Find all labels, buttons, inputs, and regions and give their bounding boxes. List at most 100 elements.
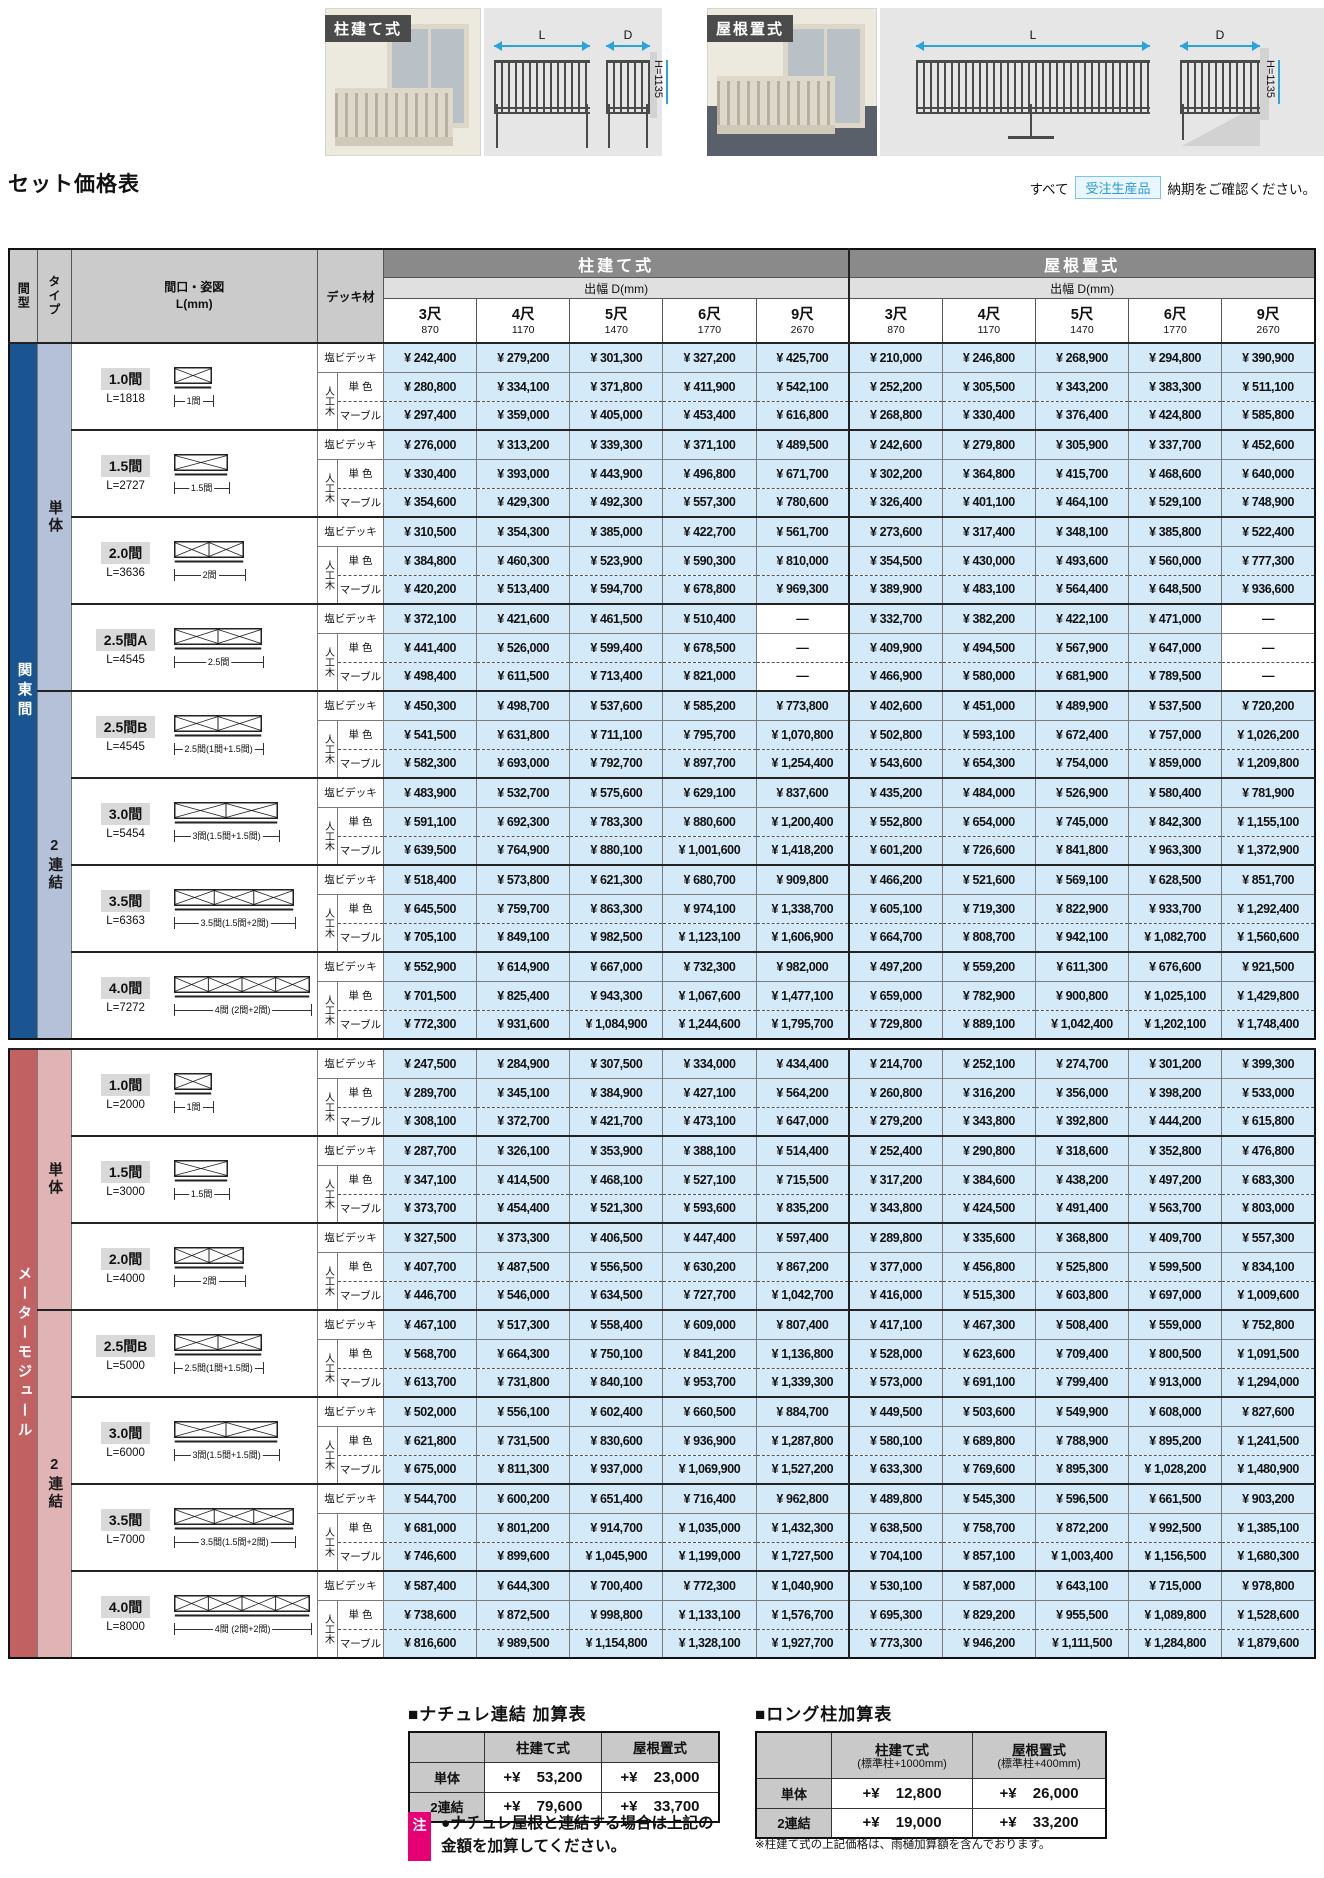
price-cell: ¥ 903,200 <box>1221 1483 1316 1514</box>
price-cell: ¥ 334,100 <box>476 371 571 402</box>
price-cell: ¥ 889,100 <box>941 1009 1036 1040</box>
price-cell: ¥ 327,500 <box>383 1222 478 1253</box>
size-dim-label: 2.5間(1間+1.5間) <box>173 742 264 755</box>
price-cell: ¥ 783,300 <box>569 806 664 837</box>
size-wrap: 2.0間 L=3636 2間 <box>72 540 316 581</box>
deck-vinyl-label: 塩ビデッキ <box>316 1222 385 1253</box>
deck-mono-label: 単 色 <box>336 632 385 663</box>
price-cell: ¥ 464,100 <box>1034 487 1130 518</box>
section-label: 関東間 <box>8 342 38 1040</box>
price-cell: ¥ 552,800 <box>848 806 943 837</box>
price-cell: ¥ 900,800 <box>1034 980 1130 1011</box>
price-cell: ¥ 580,100 <box>848 1425 943 1456</box>
size-dim-text: 1間 <box>184 394 203 407</box>
page-title: セット価格表 <box>8 173 140 196</box>
price-cell: ¥ 645,500 <box>383 893 478 924</box>
price-cell: ¥ 274,700 <box>1035 1048 1130 1079</box>
price-cell: ¥ 1,042,400 <box>1034 1009 1130 1040</box>
size-text: 4.0間 L=7272 <box>88 977 164 1014</box>
addon-corner <box>755 1731 832 1779</box>
price-cell: ¥ 420,200 <box>383 574 478 605</box>
type-label: 単体 <box>36 342 72 692</box>
deck-wood-label: 人工木 <box>316 1425 338 1485</box>
price-cell: ¥ 289,800 <box>848 1222 943 1253</box>
product-photo-roof: 屋根置式 <box>707 8 877 156</box>
deck-vinyl-label: 塩ビデッキ <box>316 516 385 547</box>
price-cell: — <box>1221 661 1316 692</box>
price-cell: ¥ 522,400 <box>1221 516 1316 547</box>
price-cell: ¥ 936,900 <box>662 1425 757 1456</box>
price-cell: ¥ 1,528,600 <box>1221 1599 1316 1630</box>
deck-vinyl-label: 塩ビデッキ <box>316 864 385 895</box>
price-cell: ¥ 317,200 <box>848 1164 943 1195</box>
addon-col-header: 屋根置式 (標準柱+400mm) <box>972 1731 1107 1779</box>
price-cell: ¥ 411,900 <box>662 371 757 402</box>
price-cell: ¥ 943,300 <box>569 980 664 1011</box>
price-cell: ¥ 913,000 <box>1128 1367 1223 1398</box>
price-cell: ¥ 305,500 <box>941 371 1036 402</box>
price-cell: ¥ 489,800 <box>848 1483 943 1514</box>
addon-col-subheader: (標準柱+1000mm) <box>857 1758 947 1771</box>
price-cell: ¥ 409,700 <box>1128 1222 1223 1253</box>
price-cell: ¥ 289,700 <box>383 1077 478 1108</box>
deck-mono-label: 単 色 <box>336 1338 385 1369</box>
price-cell: ¥ 643,100 <box>1035 1570 1130 1601</box>
dim-L: L <box>916 28 1150 51</box>
size-diagram: 4間 (2間+2間) <box>173 1594 312 1635</box>
price-cell: ¥ 716,400 <box>662 1483 757 1514</box>
size-text: 2.5間B L=4545 <box>88 716 164 753</box>
group-row-vinyl: 3.5間 L=7000 3.5間(1.5間+2間) 塩ビデッキ ¥ 544,700 ¥ 6… <box>9 1483 1316 1572</box>
size-dim-text: 4間 (2間+2間) <box>212 1003 273 1016</box>
price-cell: ¥ 528,000 <box>848 1338 943 1369</box>
vertical-label: 人工木 <box>322 385 334 416</box>
price-cell: ¥ 585,800 <box>1221 400 1316 431</box>
price-cell: ¥ 1,136,800 <box>755 1338 850 1369</box>
vertical-label: 2連結 <box>46 1457 63 1511</box>
group-row-mono: 人工木単 色 ¥ 645,500 ¥ 759,700 ¥ 863,300 ¥ 974,1… <box>9 893 1316 953</box>
price-cell: ¥ 667,000 <box>569 951 664 982</box>
price-cell: ¥ 638,500 <box>848 1512 943 1543</box>
price-cell: ¥ 276,000 <box>383 429 478 460</box>
depth-header: 出幅 D(mm) <box>848 277 1316 299</box>
price-cell: ¥ 284,900 <box>476 1048 571 1079</box>
price-cell: ¥ 260,800 <box>848 1077 943 1108</box>
price-cell: ¥ 998,800 <box>569 1599 664 1630</box>
size-dim-label: 1間 <box>173 1100 214 1113</box>
deck-marble-label: マーブル <box>336 922 385 953</box>
price-cell: ¥ 416,000 <box>848 1280 943 1311</box>
price-cell: ¥ 746,600 <box>383 1541 478 1572</box>
price-cell: ¥ 406,500 <box>569 1222 664 1253</box>
price-cell: ¥ 829,200 <box>941 1599 1037 1630</box>
plan-diagram <box>173 975 310 997</box>
group-row-marble: マーブル ¥ 816,600 ¥ 989,500 ¥ 1,154,800 ¥ 1,328… <box>9 1628 1316 1659</box>
plan-diagram <box>173 1420 278 1442</box>
price-cell: ¥ 1,418,200 <box>755 835 850 866</box>
price-cell: ¥ 1,154,800 <box>569 1628 664 1659</box>
price-cell: ¥ 647,000 <box>755 1106 850 1137</box>
deck-vinyl-label: 塩ビデッキ <box>316 1048 385 1079</box>
price-cell: ¥ 422,700 <box>662 516 757 547</box>
price-cell: ¥ 811,300 <box>476 1454 571 1485</box>
deck-vinyl-label: 塩ビデッキ <box>316 951 385 982</box>
deck-wood-label: 人工木 <box>316 371 338 431</box>
price-cell: ¥ 529,100 <box>1128 487 1223 518</box>
price-cell: ¥ 1,879,600 <box>1221 1628 1316 1659</box>
price-cell: ¥ 974,100 <box>662 893 757 924</box>
price-cell: ¥ 895,200 <box>1128 1425 1223 1456</box>
deck-marble-label: マーブル <box>336 661 385 692</box>
price-cell: ¥ 563,700 <box>1128 1193 1223 1224</box>
price-cell: ¥ 559,000 <box>1128 1309 1223 1340</box>
price-cell: ¥ 807,400 <box>755 1309 850 1340</box>
size-cell: 4.0間 L=8000 4間 (2間+2間) <box>70 1570 318 1659</box>
price-cell: ¥ 552,900 <box>383 951 478 982</box>
size-dim-label: 2間 <box>173 568 246 581</box>
size-dim-label: 3間(1.5間+1.5間) <box>173 1448 280 1461</box>
vertical-label: 人工木 <box>322 559 334 590</box>
deck-wood-label: 人工木 <box>316 1338 338 1398</box>
shaku-name: 5尺 <box>605 307 628 324</box>
group-row-vinyl: 2.0間 L=3636 2間 塩ビデッキ ¥ 310,500 ¥ 354,300 ¥ 385… <box>9 516 1316 605</box>
price-cell: — <box>755 632 850 663</box>
price-cell: ¥ 672,400 <box>1034 719 1130 750</box>
group-row-vinyl: 2.5間A L=4545 2.5間 塩ビデッキ ¥ 372,100 ¥ 421,600 ¥ … <box>9 603 1316 692</box>
